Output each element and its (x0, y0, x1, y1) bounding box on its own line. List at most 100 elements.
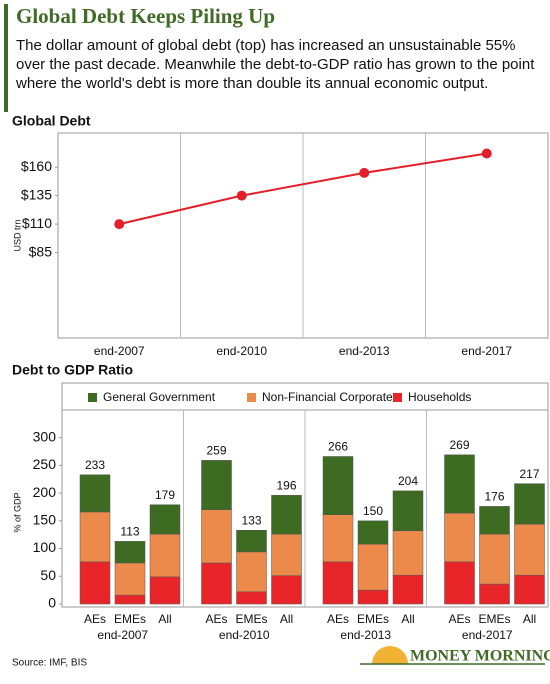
bar-segment (514, 483, 545, 525)
description: The dollar amount of global debt (top) h… (16, 37, 535, 92)
bar-segment (271, 533, 302, 576)
y-axis-label: % of GDP (12, 492, 22, 532)
bar-segment (357, 543, 389, 591)
y-tick-label: 0 (48, 595, 56, 611)
bar-segment (479, 583, 510, 605)
x-tick-label: EMEs (478, 612, 510, 626)
legend-swatch (88, 393, 97, 402)
x-tick-label: end-2007 (94, 344, 145, 358)
bar-segment (322, 514, 354, 563)
y-tick-label: 300 (33, 428, 57, 444)
source: Source: IMF, BIS (12, 658, 87, 669)
bar-segment (479, 533, 510, 585)
bar-segment (357, 589, 389, 605)
data-point (114, 219, 125, 230)
x-tick-label: EMEs (114, 612, 146, 626)
group-label: end-2007 (97, 628, 148, 642)
y-axis-label: USD trn (12, 219, 22, 251)
total-label: 259 (206, 444, 226, 458)
title-accent (4, 4, 8, 112)
bar-segment (444, 512, 475, 563)
bar-segment (322, 456, 354, 515)
bar-segment (201, 562, 232, 605)
bar-segment (271, 495, 302, 535)
x-tick-label: end-2010 (216, 344, 267, 358)
total-label: 204 (398, 474, 418, 488)
group-label: end-2010 (219, 628, 270, 642)
x-tick-label: AEs (205, 612, 227, 626)
bar-segment (149, 504, 181, 535)
legend-swatch (393, 393, 402, 402)
legend-swatch (247, 393, 256, 402)
bar-segment (79, 474, 111, 513)
y-tick-label: $110 (22, 215, 52, 231)
x-tick-label: All (401, 612, 414, 626)
x-tick-label: AEs (84, 612, 106, 626)
total-label: 113 (120, 525, 139, 539)
chart-title: Debt to GDP Ratio (12, 362, 133, 378)
data-line (119, 152, 487, 226)
total-label: 217 (519, 467, 539, 481)
bar-segment (114, 541, 146, 564)
x-tick-label: AEs (448, 612, 470, 626)
bar-segment (201, 460, 232, 510)
x-tick-label: All (158, 612, 171, 626)
x-tick-label: All (280, 612, 293, 626)
bar-segment (79, 561, 111, 605)
bar-segment (392, 490, 424, 532)
total-label: 150 (363, 504, 383, 518)
y-tick-label: $135 (21, 186, 52, 202)
y-tick-label: 150 (33, 512, 57, 528)
bar-segment (236, 551, 267, 593)
bar-segment (514, 523, 545, 576)
bar-segment (79, 511, 111, 563)
bar-segment (479, 506, 510, 535)
group-label: end-2013 (340, 628, 391, 642)
group-label: end-2017 (462, 628, 513, 642)
legend-label: Households (408, 390, 471, 404)
y-tick-label: 250 (33, 456, 57, 472)
bar-segment (149, 533, 181, 578)
x-tick-label: end-2017 (461, 344, 512, 358)
legend-label: Non-Financial Corporates (262, 390, 399, 404)
data-point (481, 148, 492, 159)
bar-segment (149, 576, 181, 605)
data-point (236, 190, 247, 201)
total-label: 233 (85, 458, 105, 472)
bar-segment (236, 529, 267, 553)
bar-segment (392, 530, 424, 576)
legend-label: General Government (103, 390, 216, 404)
brand: MONEY MORNING (410, 648, 550, 665)
data-point (359, 167, 370, 178)
total-label: 266 (328, 440, 348, 454)
logo-sun (372, 646, 408, 664)
y-tick-label: $85 (29, 243, 53, 259)
chart-title: Global Debt (12, 113, 91, 129)
x-tick-label: end-2013 (339, 344, 390, 358)
bar-segment (357, 520, 389, 545)
bar-segment (514, 574, 545, 605)
total-label: 196 (276, 478, 296, 492)
bar-segment (322, 561, 354, 605)
bar-segment (114, 594, 146, 605)
total-label: 133 (241, 513, 261, 527)
bar-segment (271, 575, 302, 605)
bar-segment (236, 591, 267, 605)
total-label: 176 (484, 490, 504, 504)
bar-segment (114, 562, 146, 596)
total-label: 179 (155, 488, 175, 502)
y-tick-label: 200 (33, 484, 57, 500)
x-tick-label: EMEs (357, 612, 389, 626)
brand-logo (360, 646, 545, 665)
x-tick-label: All (523, 612, 536, 626)
total-label: 269 (449, 438, 469, 452)
x-tick-label: EMEs (235, 612, 267, 626)
x-tick-label: AEs (327, 612, 349, 626)
bar-segment (444, 454, 475, 514)
y-tick-label: 100 (33, 539, 57, 555)
page-title: Global Debt Keeps Piling Up (16, 4, 276, 28)
bar-segment (201, 509, 232, 564)
y-tick-label: 50 (40, 567, 56, 583)
bar-segment (444, 561, 475, 605)
